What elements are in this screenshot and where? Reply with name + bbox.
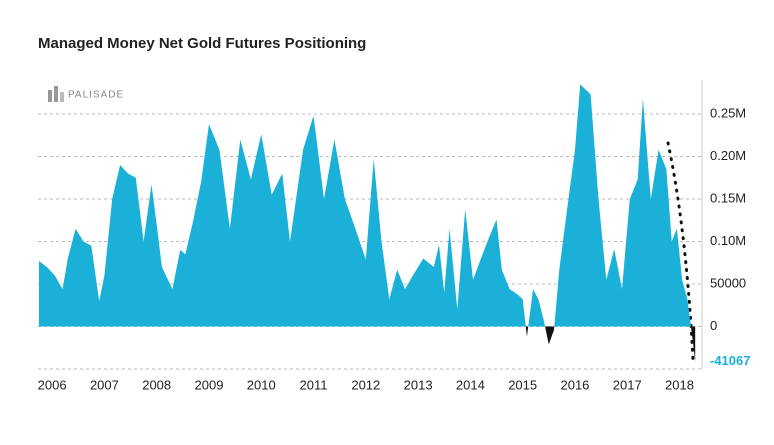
logo-text: PALISADE xyxy=(68,90,124,101)
y-tick-label: 0.10M xyxy=(710,233,746,248)
x-tick-label: 2016 xyxy=(560,377,589,392)
logo: PALISADE xyxy=(48,86,124,102)
y-tick-label: 50000 xyxy=(710,275,746,290)
x-tick-label: 2013 xyxy=(404,377,433,392)
x-tick-label: 2010 xyxy=(247,377,276,392)
y-tick-label: 0.25M xyxy=(710,105,746,120)
x-tick-label: 2006 xyxy=(38,377,67,392)
x-tick-label: 2014 xyxy=(456,377,485,392)
y-tick-label: 0.20M xyxy=(710,148,746,163)
y-tick-label: 0.15M xyxy=(710,190,746,205)
x-tick-label: 2015 xyxy=(508,377,537,392)
x-tick-label: 2017 xyxy=(613,377,642,392)
x-tick-label: 2008 xyxy=(142,377,171,392)
last-value-label: -41067 xyxy=(710,353,750,368)
x-tick-label: 2007 xyxy=(90,377,119,392)
chart-title: Managed Money Net Gold Futures Positioni… xyxy=(38,35,366,52)
y-tick-label: 0 xyxy=(710,318,717,333)
x-tick-label: 2011 xyxy=(300,377,328,392)
area-positive xyxy=(39,84,696,327)
logo-bar xyxy=(54,86,58,102)
trend-dots xyxy=(666,141,695,362)
logo-bar xyxy=(60,92,64,102)
logo-bar xyxy=(48,90,52,102)
x-tick-label: 2012 xyxy=(351,377,380,392)
x-tick-label: 2018 xyxy=(665,377,694,392)
x-tick-label: 2009 xyxy=(195,377,224,392)
